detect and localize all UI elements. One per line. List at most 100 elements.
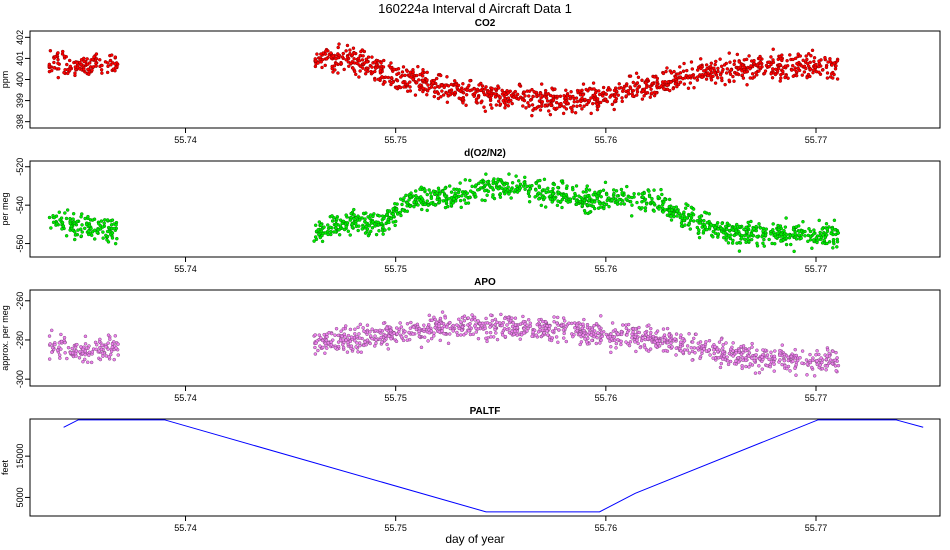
data-point: [713, 62, 717, 67]
data-point: [592, 93, 597, 97]
data-point: [495, 180, 500, 184]
data-point: [425, 208, 429, 213]
data-point: [723, 224, 728, 229]
data-point: [778, 348, 782, 353]
data-point: [721, 67, 725, 72]
data-point: [563, 100, 567, 104]
data-point: [63, 211, 67, 215]
data-point: [86, 229, 91, 233]
data-point: [440, 329, 444, 333]
data-point: [803, 234, 807, 238]
data-point: [329, 51, 333, 55]
data-point: [824, 357, 829, 362]
data-point: [697, 230, 701, 235]
data-point: [561, 328, 566, 332]
data-point: [457, 326, 461, 331]
data-point: [543, 104, 547, 108]
data-point: [584, 340, 589, 344]
data-point: [716, 66, 720, 71]
plot-frame: [29, 418, 941, 517]
data-point: [500, 186, 504, 190]
panel-title: APO: [474, 277, 496, 288]
data-point: [313, 352, 318, 356]
y-axis-label: feet: [0, 459, 10, 475]
data-point: [587, 99, 592, 103]
data-point: [585, 203, 590, 207]
data-point: [389, 82, 393, 87]
data-point: [379, 61, 383, 65]
data-point: [652, 90, 657, 95]
data-point: [411, 325, 416, 329]
data-point: [87, 61, 92, 65]
data-point: [513, 323, 518, 327]
data-point: [460, 190, 465, 194]
data-point: [477, 83, 481, 87]
data-point: [92, 228, 97, 232]
data-point: [342, 67, 346, 72]
data-point: [527, 194, 532, 199]
data-point: [610, 102, 615, 107]
data-point: [800, 349, 805, 353]
data-point: [784, 242, 789, 247]
data-point: [538, 108, 543, 112]
data-point: [750, 345, 754, 349]
data-point: [779, 232, 783, 236]
data-point: [551, 186, 555, 191]
data-point: [316, 348, 320, 353]
data-point: [689, 60, 694, 64]
data-point: [662, 333, 667, 337]
data-point: [647, 323, 651, 327]
data-point: [483, 183, 488, 187]
data-point: [90, 350, 95, 354]
data-point: [695, 225, 700, 230]
data-point: [616, 332, 620, 336]
data-point: [79, 345, 83, 349]
data-point: [65, 208, 70, 212]
data-point: [353, 331, 357, 336]
data-point: [49, 328, 54, 333]
data-point: [84, 222, 89, 227]
data-point: [543, 326, 548, 331]
data-point: [552, 87, 557, 91]
data-point: [484, 330, 489, 335]
data-point: [825, 241, 829, 246]
data-point: [414, 193, 418, 198]
data-point: [68, 64, 73, 69]
data-point: [688, 227, 693, 231]
data-point: [387, 209, 392, 213]
data-point: [791, 74, 796, 79]
data-point: [507, 330, 512, 335]
y-tick-label: 5000: [15, 487, 25, 507]
data-point: [648, 333, 653, 338]
data-point: [323, 63, 327, 68]
data-point: [628, 340, 633, 344]
data-point: [762, 237, 766, 242]
data-point: [113, 62, 117, 66]
data-point: [472, 87, 477, 91]
data-point: [401, 80, 405, 85]
data-point: [573, 193, 578, 198]
data-point: [336, 333, 341, 338]
data-point: [498, 192, 503, 196]
data-point: [445, 100, 450, 105]
data-point: [713, 345, 717, 349]
data-point: [530, 87, 534, 92]
data-point: [811, 238, 816, 242]
data-point: [459, 320, 463, 324]
data-point: [350, 222, 355, 227]
data-point: [518, 337, 523, 341]
data-point: [405, 69, 410, 74]
data-point: [370, 70, 375, 75]
data-point: [521, 104, 525, 108]
data-point: [794, 373, 798, 377]
data-point: [603, 180, 608, 185]
x-axis-label: day of year: [445, 532, 504, 546]
data-point: [556, 185, 560, 190]
data-point: [100, 63, 104, 68]
data-point: [66, 345, 71, 350]
x-tick-label: 55.77: [805, 264, 828, 274]
data-point: [108, 337, 112, 342]
data-point: [695, 75, 700, 79]
data-point: [71, 211, 76, 216]
